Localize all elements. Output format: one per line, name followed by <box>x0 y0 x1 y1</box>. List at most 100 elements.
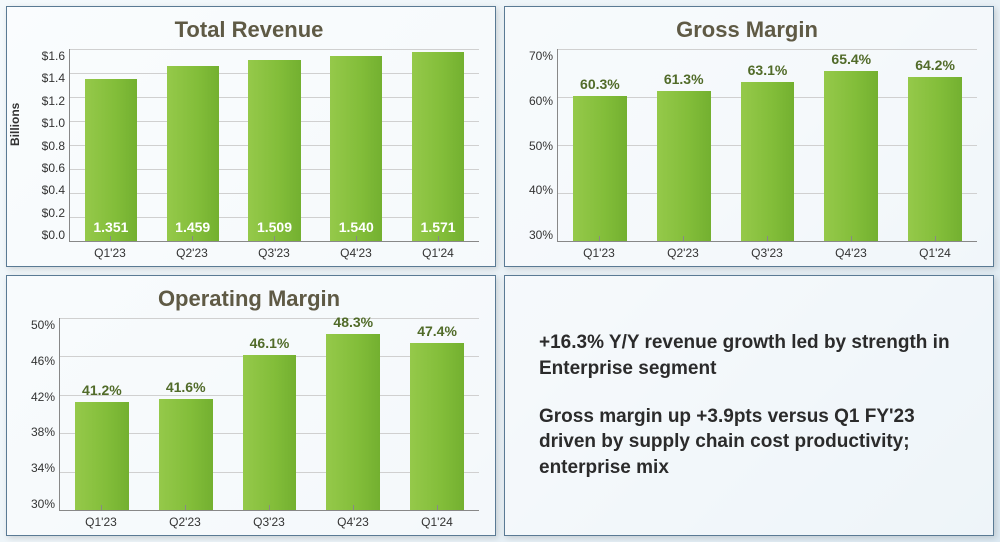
y-tick: 46% <box>31 354 55 368</box>
y-tick: 30% <box>529 228 553 242</box>
y-tick: 50% <box>31 318 55 332</box>
bar-wrap: 64.2% <box>893 49 977 241</box>
bars: 41.2% 41.6% 46.1% 48.3% 47.4% <box>60 318 479 510</box>
x-tick: Q1'23 <box>69 242 151 262</box>
chart-body: 50% 46% 42% 38% 34% 30% 41.2%41.6%46.1%4… <box>19 318 479 511</box>
bar-value-label: 63.1% <box>741 62 795 78</box>
bar-wrap: 41.2% <box>60 318 144 510</box>
y-tick: 30% <box>31 497 55 511</box>
chart-title: Gross Margin <box>517 17 977 43</box>
x-tick: Q1'23 <box>59 511 143 531</box>
y-tick: $1.4 <box>42 71 65 85</box>
y-axis: 70% 60% 50% 40% 30% <box>517 49 557 242</box>
bar-wrap: 60.3% <box>558 49 642 241</box>
y-tick: $1.6 <box>42 49 65 63</box>
y-tick: $0.4 <box>42 183 65 197</box>
y-tick: $0.0 <box>42 228 65 242</box>
bar-wrap: 46.1% <box>228 318 312 510</box>
bar: 61.3% <box>657 91 711 241</box>
y-tick: $0.2 <box>42 206 65 220</box>
bar: 1.351 <box>85 79 137 241</box>
y-tick: $1.0 <box>42 116 65 130</box>
panel-commentary: +16.3% Y/Y revenue growth led by strengt… <box>504 275 994 536</box>
bar-wrap: 1.459 <box>152 49 234 241</box>
bars: 1.351 1.459 1.509 1.540 1.571 <box>70 49 479 241</box>
x-tick: Q3'23 <box>725 242 809 262</box>
x-tick: Q1'23 <box>557 242 641 262</box>
plot-area: 1.351 1.459 1.509 1.540 1.571 <box>69 49 479 242</box>
bar-value-label: 60.3% <box>573 76 627 92</box>
panel-gross-margin: Gross Margin 70% 60% 50% 40% 30% 60.3% 61… <box>504 6 994 267</box>
x-tick: Q1'24 <box>395 511 479 531</box>
x-tick: Q4'23 <box>809 242 893 262</box>
y-tick: $0.6 <box>42 161 65 175</box>
bar: 1.459 <box>167 66 219 241</box>
bar-wrap: 47.4% <box>395 318 479 510</box>
bar: 63.1% <box>741 82 795 241</box>
bar-value-label: 47.4% <box>410 323 464 339</box>
y-tick: $1.2 <box>42 94 65 108</box>
bar-value-label: 61.3% <box>657 71 711 87</box>
y-tick: 34% <box>31 461 55 475</box>
y-tick: 50% <box>529 139 553 153</box>
bar-value-label: 41.6% <box>159 379 213 395</box>
bar-wrap: 1.509 <box>234 49 316 241</box>
bar-value-label: 1.459 <box>167 219 219 235</box>
bar-wrap: 63.1% <box>726 49 810 241</box>
bar-wrap: 1.351 <box>70 49 152 241</box>
y-tick: 38% <box>31 425 55 439</box>
bar-wrap: 41.6% <box>144 318 228 510</box>
x-tick: Q4'23 <box>311 511 395 531</box>
bar-value-label: 1.509 <box>248 219 300 235</box>
bar: 60.3% <box>573 96 627 241</box>
bar: 41.2% <box>75 402 129 510</box>
bar-wrap: 1.540 <box>315 49 397 241</box>
y-tick: 42% <box>31 390 55 404</box>
commentary-line: +16.3% Y/Y revenue growth led by strengt… <box>539 330 959 381</box>
bar: 1.540 <box>330 56 382 241</box>
bar: 47.4% <box>410 343 464 510</box>
x-tick: Q2'23 <box>641 242 725 262</box>
x-tick: Q3'23 <box>233 242 315 262</box>
plot-area: 41.2% 41.6% 46.1% 48.3% 47.4% <box>59 318 479 511</box>
bar: 65.4% <box>824 71 878 241</box>
bar: 64.2% <box>908 77 962 241</box>
y-tick: $0.8 <box>42 139 65 153</box>
x-tick: Q4'23 <box>315 242 397 262</box>
x-tick: Q2'23 <box>151 242 233 262</box>
x-tick: Q1'24 <box>397 242 479 262</box>
x-tick: Q2'23 <box>143 511 227 531</box>
commentary-line: Gross margin up +3.9pts versus Q1 FY'23 … <box>539 404 959 481</box>
panel-total-revenue: Total Revenue Billions $1.6 $1.4 $1.2 $1… <box>6 6 496 267</box>
bar-value-label: 1.540 <box>330 219 382 235</box>
chart-title: Operating Margin <box>19 286 479 312</box>
x-axis: Q1'23Q2'23Q3'23Q4'23Q1'24 <box>59 511 479 531</box>
bar-value-label: 41.2% <box>75 382 129 398</box>
bar: 48.3% <box>326 334 380 510</box>
bar: 1.571 <box>412 52 464 241</box>
bar-wrap: 61.3% <box>642 49 726 241</box>
bar-value-label: 1.351 <box>85 219 137 235</box>
bar: 41.6% <box>159 399 213 510</box>
bars: 60.3% 61.3% 63.1% 65.4% 64.2% <box>558 49 977 241</box>
bar-wrap: 48.3% <box>311 318 395 510</box>
x-axis: Q1'23Q2'23Q3'23Q4'23Q1'24 <box>557 242 977 262</box>
chart-body: Billions $1.6 $1.4 $1.2 $1.0 $0.8 $0.6 $… <box>19 49 479 242</box>
bar-value-label: 64.2% <box>908 57 962 73</box>
y-tick: 60% <box>529 94 553 108</box>
x-axis: Q1'23Q2'23Q3'23Q4'23Q1'24 <box>69 242 479 262</box>
chart-title: Total Revenue <box>19 17 479 43</box>
bar: 1.509 <box>248 60 300 241</box>
y-tick: 70% <box>529 49 553 63</box>
bar-value-label: 65.4% <box>824 51 878 67</box>
panel-operating-margin: Operating Margin 50% 46% 42% 38% 34% 30%… <box>6 275 496 536</box>
y-axis-unit: Billions <box>8 102 22 145</box>
bar-value-label: 48.3% <box>326 314 380 330</box>
y-tick: 40% <box>529 183 553 197</box>
chart-body: 70% 60% 50% 40% 30% 60.3% 61.3% 63.1% 65.4%… <box>517 49 977 242</box>
bar: 46.1% <box>243 355 297 510</box>
x-tick: Q1'24 <box>893 242 977 262</box>
bar-wrap: 1.571 <box>397 49 479 241</box>
y-axis: 50% 46% 42% 38% 34% 30% <box>19 318 59 511</box>
plot-area: 60.3% 61.3% 63.1% 65.4% 64.2% <box>557 49 977 242</box>
